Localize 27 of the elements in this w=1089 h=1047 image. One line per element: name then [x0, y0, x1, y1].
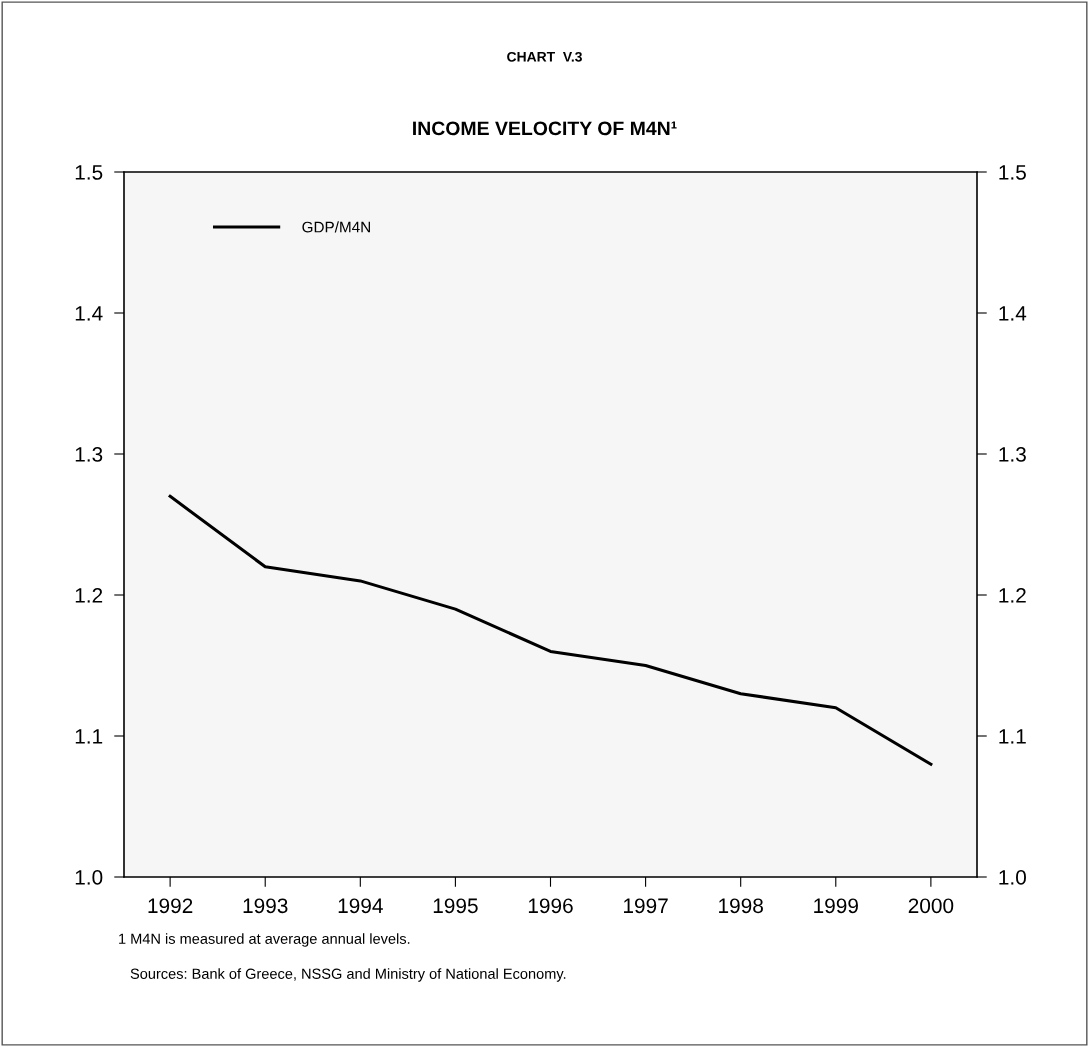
y-tick-label: 1.1 [75, 729, 103, 744]
x-tick-label: 1998 [719, 898, 763, 914]
y2-tick-label: 1.1 [999, 729, 1026, 744]
y2-tick-label: 1.2 [999, 588, 1026, 603]
y-tick-label: 1.3 [75, 447, 103, 462]
x-tick-label: 2000 [908, 898, 954, 914]
y-tick-label: 1.4 [75, 306, 103, 321]
x-tick-label: 1992 [148, 898, 193, 914]
y-tick-label: 1.0 [75, 870, 103, 885]
y-tick-label: 1.2 [75, 588, 103, 603]
y2-tick-label: 1.5 [999, 165, 1026, 180]
y2-tick-label: 1.3 [999, 447, 1026, 462]
text: 1 M4N is measured at average annual levels. [119, 933, 410, 947]
y2-tick-label: 1.4 [999, 306, 1027, 321]
chart-title: CHART V.3 [507, 51, 582, 62]
source-note: Sources: Bank of Greece, NSSG and Ministry of National Economy. [130, 968, 566, 982]
x-tick-label: 1995 [433, 898, 478, 914]
y-tick-label: 1.5 [75, 165, 103, 180]
x-tick-label: 1999 [814, 898, 858, 914]
legend-label: GDP/M4N [302, 221, 370, 233]
chart-subtitle: INCOME VELOCITY OF M4N¹ [413, 121, 677, 136]
y2-tick-label: 1.0 [999, 870, 1026, 885]
x-tick-label: 1994 [338, 898, 383, 914]
x-tick-label: 1993 [243, 898, 288, 914]
x-tick-label: 1996 [528, 898, 573, 914]
x-tick-label: 1997 [624, 898, 668, 914]
line-series [168, 494, 933, 766]
